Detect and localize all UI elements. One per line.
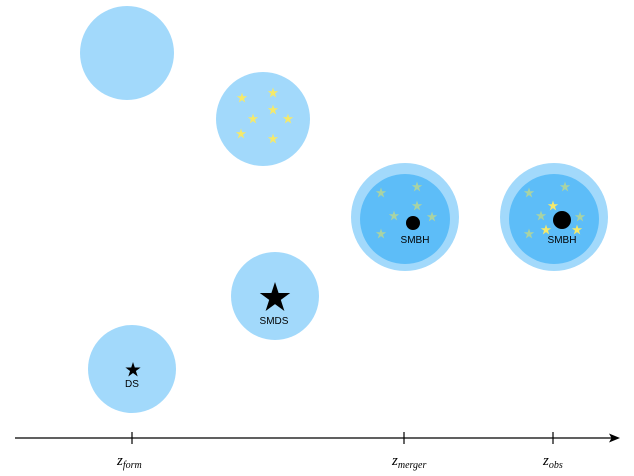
black-hole-icon xyxy=(553,211,571,229)
z-obs-label: zobs xyxy=(542,453,563,471)
redshift-axis: zform zmerger zobs xyxy=(15,432,620,471)
z-merger-label: zmerger xyxy=(391,453,426,471)
smds-halo: SMDS xyxy=(231,252,319,340)
smds-label: SMDS xyxy=(260,316,289,327)
star-cluster-halo xyxy=(216,72,310,166)
empty-halo xyxy=(80,6,174,100)
ds-halo: DS xyxy=(88,325,176,413)
smbh-label: SMBH xyxy=(401,235,430,246)
z-form-label: zform xyxy=(116,453,142,471)
ds-label: DS xyxy=(125,379,139,390)
black-hole-icon xyxy=(406,216,420,230)
arrow-head-icon xyxy=(609,433,620,443)
smbh-label: SMBH xyxy=(548,235,577,246)
smbh-obs-halo: SMBH xyxy=(500,163,608,271)
smbh-merger-halo: SMBH xyxy=(351,163,459,271)
